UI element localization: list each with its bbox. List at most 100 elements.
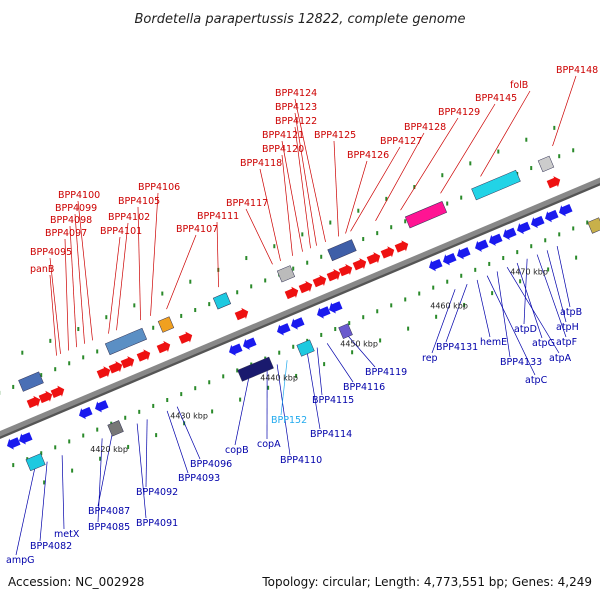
gene-label-upper: BPP4101 xyxy=(100,226,142,237)
tick-mark xyxy=(211,409,214,414)
gene-label-lower: BPP4085 xyxy=(88,522,130,533)
label-leader xyxy=(145,419,148,488)
label-leader xyxy=(281,154,293,256)
tick-mark xyxy=(553,125,556,130)
gene-labels: BPP4148 folB BPP4145 BPP4129 BPP4128 BPP4127 B… xyxy=(6,65,598,566)
tick-mark xyxy=(267,385,270,390)
gene-label-upper: BPP4106 xyxy=(138,182,180,193)
forward-gene-arrow xyxy=(178,331,193,344)
label-leader xyxy=(15,466,36,556)
gene-label-lower: BPP152 xyxy=(271,415,307,426)
forward-gene-arrow xyxy=(108,361,123,374)
tick-mark xyxy=(463,302,466,307)
label-leader xyxy=(64,238,69,351)
label-leader xyxy=(546,250,567,323)
reverse-gene-arrow xyxy=(559,204,573,217)
tick-mark xyxy=(491,291,494,296)
label-leader xyxy=(486,275,536,376)
tick-mark xyxy=(407,326,410,331)
gene-label-lower: rep xyxy=(422,353,438,364)
label-leader xyxy=(496,271,511,358)
label-leader xyxy=(280,360,288,416)
label-leader xyxy=(69,225,77,348)
tick-mark xyxy=(357,208,360,213)
label-leader xyxy=(350,146,401,232)
tick-mark xyxy=(49,338,52,343)
gene-label-upper: BPP4121 xyxy=(262,130,304,141)
forward-gene-arrow xyxy=(156,340,171,354)
label-leader xyxy=(294,98,326,243)
tick-mark xyxy=(295,373,298,378)
gene-block xyxy=(537,155,555,173)
tick-mark xyxy=(194,386,197,391)
tick-mark xyxy=(155,433,158,438)
gene-label-lower: BPP4131 xyxy=(436,342,478,353)
gene-label-upper: BPP4120 xyxy=(262,144,304,155)
tick-mark xyxy=(124,415,127,420)
reverse-gene-arrow xyxy=(317,306,331,319)
tick-mark xyxy=(12,384,15,389)
label-leader xyxy=(445,284,468,343)
label-leader xyxy=(523,258,528,325)
tick-mark xyxy=(96,349,99,354)
tick-mark xyxy=(273,244,276,249)
reverse-gene-arrow xyxy=(277,323,291,336)
label-leader xyxy=(39,461,48,542)
gene-label-upper: BPP4107 xyxy=(176,224,218,235)
tick-mark xyxy=(323,362,326,367)
forward-gene-arrow xyxy=(394,240,409,253)
gene-label-lower: BPP4115 xyxy=(312,395,354,406)
reverse-gene-arrow xyxy=(79,406,93,420)
kbp-marker-label: 4420 kbp xyxy=(90,445,128,454)
tick-mark xyxy=(82,433,85,438)
label-leader xyxy=(116,222,129,331)
reverse-gene-arrow xyxy=(475,239,489,252)
label-leader xyxy=(136,423,147,519)
tick-mark xyxy=(516,250,519,255)
tick-mark xyxy=(264,278,267,283)
tick-mark xyxy=(432,285,435,290)
label-leader-lines xyxy=(15,75,577,556)
label-leader xyxy=(74,213,85,344)
tick-mark xyxy=(558,232,561,237)
reverse-gene-arrow xyxy=(7,437,21,450)
tick-mark xyxy=(105,315,108,320)
gene-label-lower: BPP4093 xyxy=(178,473,220,484)
label-leader xyxy=(137,206,141,321)
accession-text: Accession: NC_002928 xyxy=(8,575,144,589)
tick-mark xyxy=(530,166,533,171)
label-leader xyxy=(306,351,321,430)
label-leader xyxy=(276,364,291,456)
reverse-gene-arrow xyxy=(329,301,343,314)
tick-mark xyxy=(133,303,136,308)
gene-label-lower: copB xyxy=(225,445,249,456)
gene-label-lower: BPP4133 xyxy=(500,357,542,368)
tick-mark xyxy=(21,350,24,355)
forward-gene-arrow xyxy=(312,274,327,288)
label-leader xyxy=(476,279,491,338)
forward-gene-arrow xyxy=(338,263,353,277)
kbp-marker-label: 4450 kbp xyxy=(340,339,378,348)
forward-gene-arrow xyxy=(284,286,299,300)
label-leader xyxy=(234,376,250,446)
gene-label-upper: BPP4129 xyxy=(438,107,480,118)
gene-label-upper: BPP4097 xyxy=(45,228,87,239)
gene-label-lower: BPP4096 xyxy=(190,459,232,470)
tick-mark xyxy=(99,456,102,461)
label-leader xyxy=(216,221,219,288)
tick-mark xyxy=(446,279,449,284)
tick-mark xyxy=(379,338,382,343)
label-leader xyxy=(326,343,354,383)
label-leader xyxy=(333,140,339,237)
label-leader xyxy=(556,246,571,308)
forward-gene-arrow xyxy=(38,390,53,404)
tick-mark xyxy=(385,196,388,201)
tick-mark xyxy=(152,325,155,330)
tick-mark xyxy=(189,279,192,284)
tick-mark xyxy=(166,398,169,403)
label-leader xyxy=(281,140,303,252)
gene-block xyxy=(104,327,148,356)
gene-label-lower: metX xyxy=(54,529,80,540)
label-leader xyxy=(97,434,113,507)
tick-mark xyxy=(530,244,533,249)
